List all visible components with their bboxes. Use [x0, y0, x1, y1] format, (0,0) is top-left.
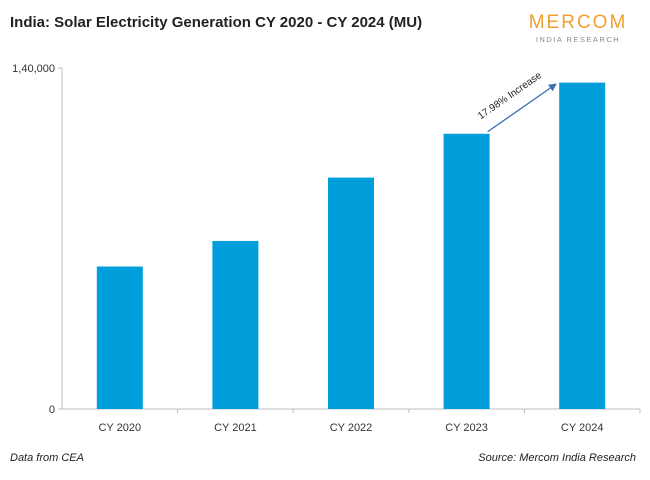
- bar-cy-2024: [559, 82, 606, 409]
- x-tick-label: CY 2020: [98, 422, 141, 434]
- y-axis-labels: 0 1,40,000: [12, 63, 55, 416]
- bar-cy-2022: [328, 177, 374, 409]
- chart-title: India: Solar Electricity Generation CY 2…: [10, 14, 423, 31]
- y-tick-label: 0: [49, 404, 55, 416]
- chart-bars: [96, 82, 606, 409]
- y-tick-label: 1,40,000: [12, 63, 55, 75]
- x-tick-label: CY 2023: [445, 422, 488, 434]
- bar-cy-2023: [443, 133, 490, 409]
- logo-main-text: MERCOM: [528, 12, 628, 33]
- bar-cy-2020: [96, 266, 143, 409]
- logo-sub-text: INDIA RESEARCH: [535, 35, 621, 44]
- x-tick-label: CY 2022: [330, 422, 373, 434]
- increase-arrow: [487, 83, 557, 133]
- x-axis-labels: CY 2020 CY 2021 CY 2022 CY 2023 CY 2024: [98, 422, 603, 434]
- mercom-logo: MERCOM INDIA RESEARCH: [528, 12, 628, 44]
- data-note: Data from CEA: [10, 452, 84, 464]
- increase-annotation: 17.98% Increase: [476, 70, 557, 133]
- increase-label: 17.98% Increase: [476, 70, 544, 122]
- x-tick-label: CY 2024: [561, 422, 604, 434]
- source-note: Source: Mercom India Research: [478, 452, 636, 464]
- bar-cy-2021: [212, 240, 259, 409]
- x-tick-label: CY 2021: [214, 422, 257, 434]
